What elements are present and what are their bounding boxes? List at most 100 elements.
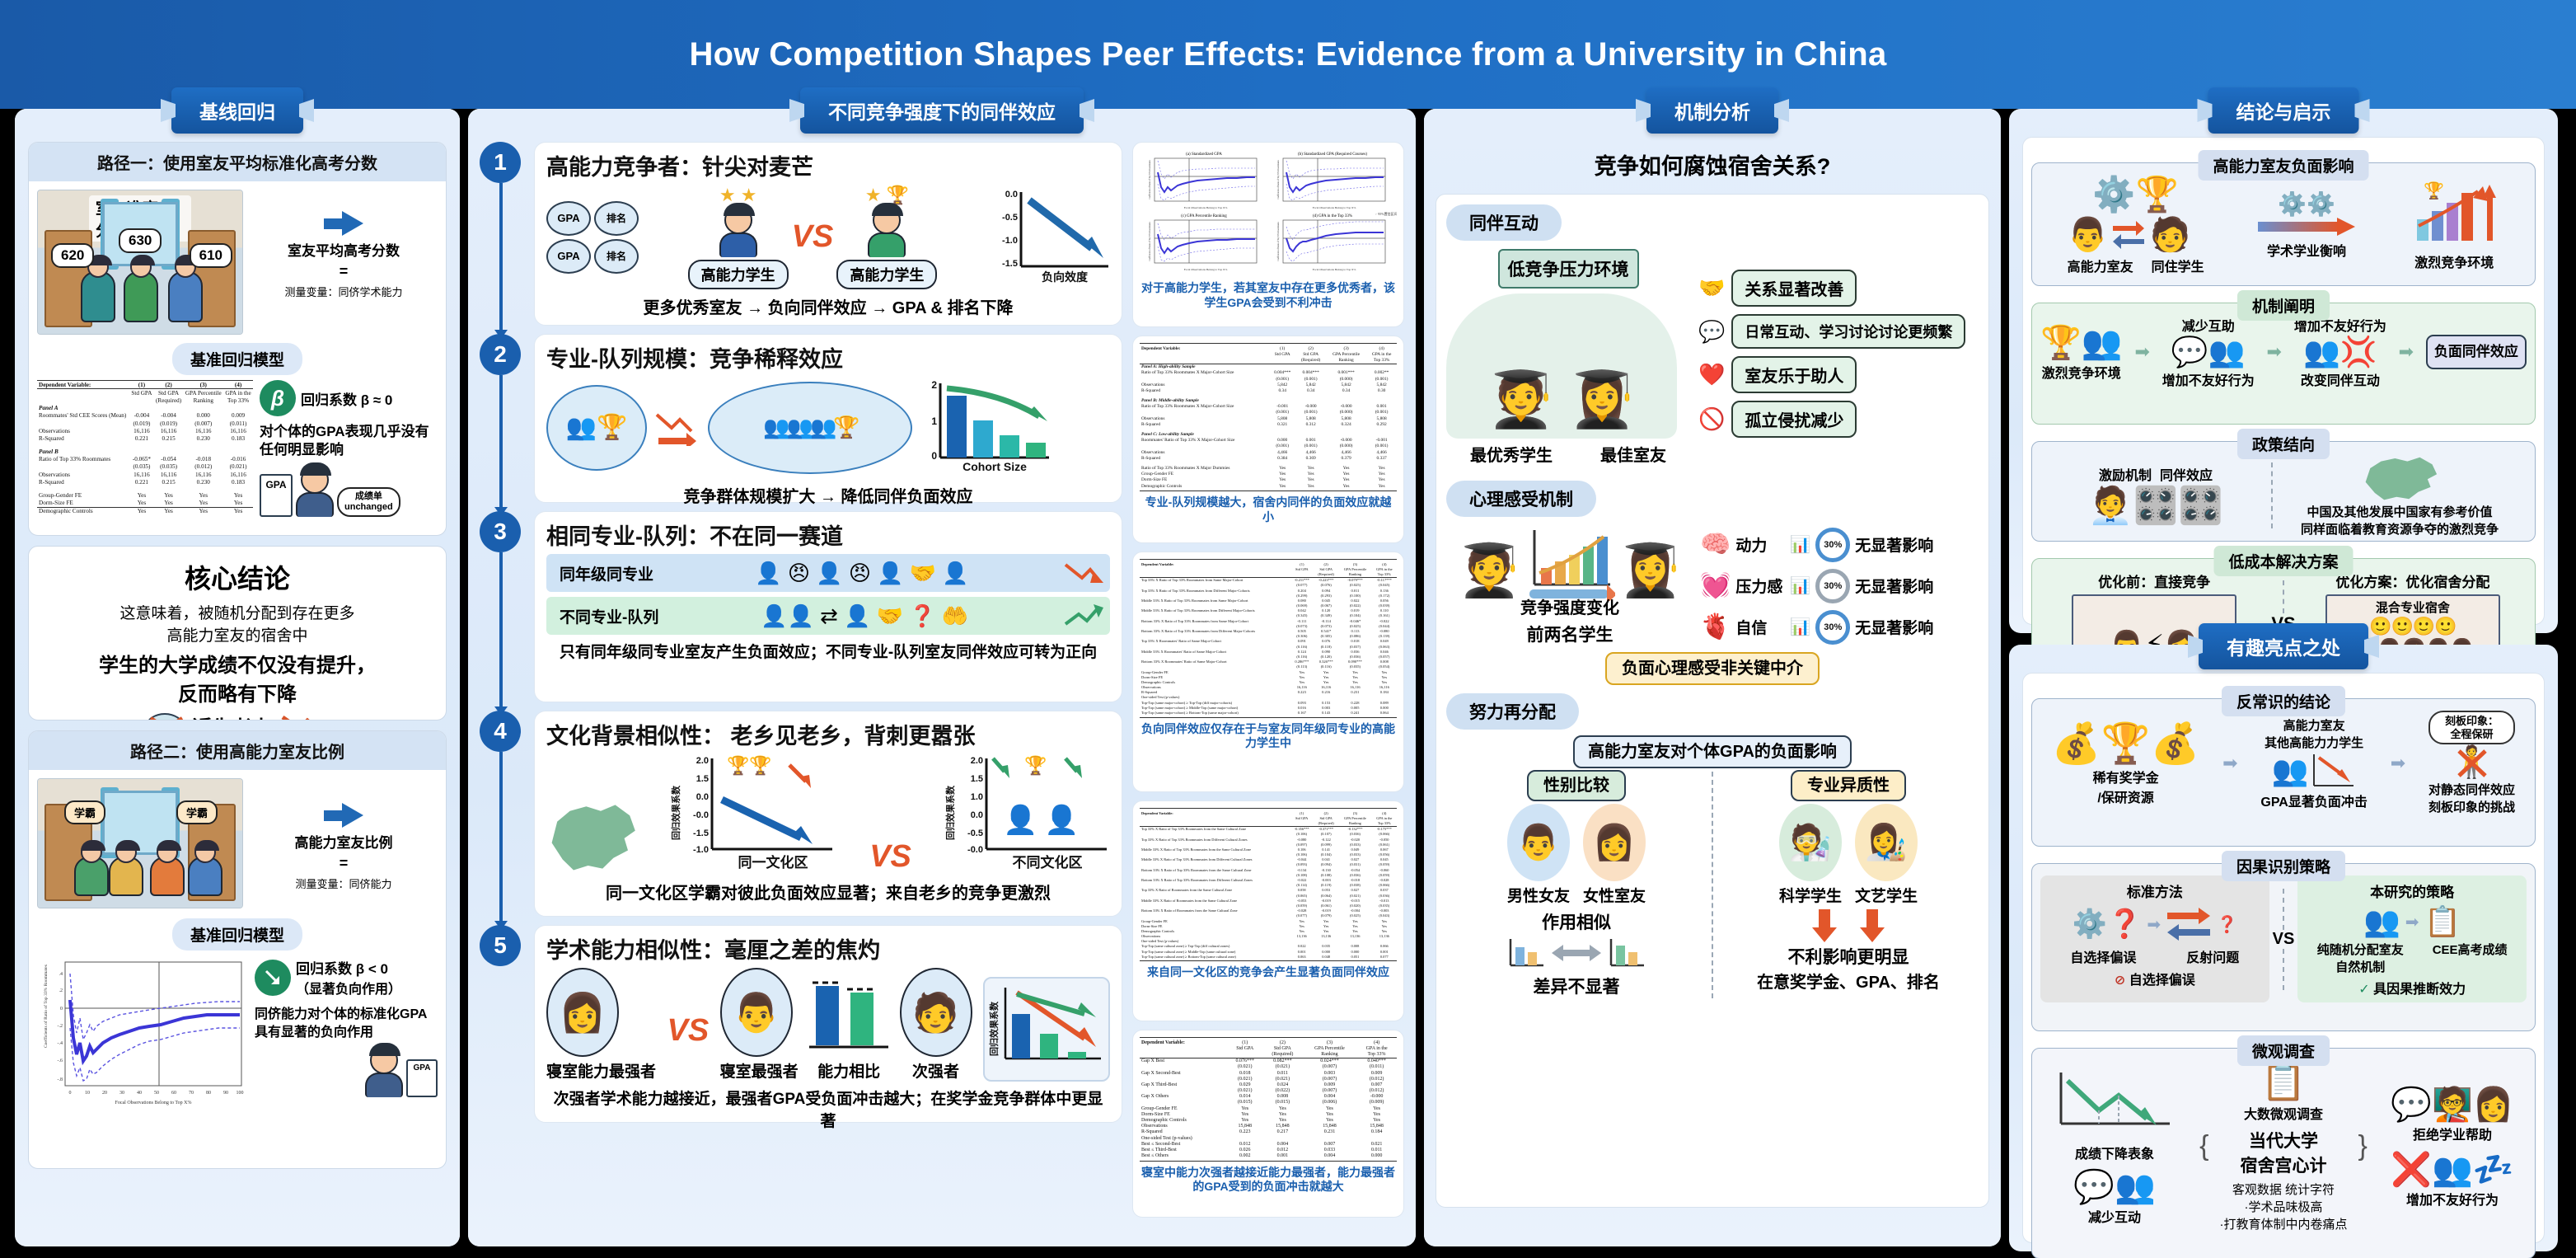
hb2-l2: 反射问题 — [2186, 951, 2240, 965]
table-row: Demographic Controls Yes Yes Yes Yes — [37, 507, 253, 515]
table-row: Best ≤ Others 0.002 0.001 0.004 0.000 — [1141, 1153, 1383, 1159]
sec3-L-mid: 作用相似 — [1542, 913, 1611, 932]
svg-text:Coefficients of Ratio of Top 3: Coefficients of Ratio of Top 33% Roommat… — [43, 965, 49, 1048]
table-row: (0.116) (0.118) (0.037) (0.063) — [1296, 644, 1390, 649]
svg-text:-.8: -.8 — [58, 1077, 63, 1082]
table-row: Ratio of Top 33% Roommates X Major-Cohor… — [1141, 404, 1387, 410]
row-4-chart-left: 回归效果系数 2.0 1.5 0.0 -0.0 -1.5 -1.0 🏆🏆 — [670, 753, 836, 875]
table-row: (0.015) (0.015) (0.006) (0.009) — [1238, 1100, 1384, 1105]
major-heterogeneity-branch: 专业异质性 🧑‍🔬 科学学生 👩‍🎨 文艺学生 — [1718, 770, 1979, 998]
row-4-chart-right: 回归效果系数 2.0 1.5 1.0 0.0 -0.5 -0.0 🏆 — [944, 753, 1110, 875]
figure-card-3: Dependent Variable: (1) (2) (3) (4) Std GP… — [1132, 552, 1404, 792]
psych-pct-3: 30% — [1815, 609, 1851, 645]
table-row: (0.116) (0.120) (0.036) (0.057) — [1296, 654, 1390, 659]
cc4-right-title: 优化方案：优化宿舍分配 — [2335, 575, 2490, 590]
table-row: Bottom 33% X Ratio of Top 33% Roommates … — [1141, 618, 1389, 623]
tab-peer-effects[interactable]: 不同竞争强度下的同伴效应 — [800, 87, 1084, 134]
branch-right-label: 专业异质性 — [1791, 770, 1906, 801]
table-row: Dorm-Size FE Yes Yes Yes Yes — [1141, 674, 1388, 679]
tab-mechanism[interactable]: 机制分析 — [1646, 87, 1778, 134]
svg-text:-1.5: -1.5 — [693, 828, 709, 838]
tab-baseline-regression[interactable]: 基线回归 — [171, 87, 303, 134]
two-way-arrow-icon — [2113, 220, 2145, 249]
table-row: Top-Top (same major-cohort) ≥ Middle-Top… — [1141, 705, 1389, 710]
sec1-outcome-3: 室友乐于助人 — [1731, 356, 1857, 393]
row-number-5: 5 — [480, 925, 521, 966]
gender-comparison-branch: 性别比较 👨 男性女友 👩 女性室友 作用相似 — [1446, 770, 1707, 998]
tab-highlights[interactable]: 有趣亮点之处 — [2199, 623, 2368, 669]
hb3-r2: 增加不友好行为 — [2405, 1193, 2499, 1208]
highlight-card-counterintuitive: 反常识的结论 💰🏆💰 稀有奖学金 /保研资源 ➡ 高能力室友 其他高能力力学生 — [2031, 686, 2536, 847]
large-group-icon: 👥👥👥🏆 — [708, 381, 912, 474]
cc1-mid: 学术学业衡响 — [2266, 245, 2346, 259]
female-avatar: 👩 — [1583, 804, 1646, 881]
sec2-persons: 前两名学生 — [1526, 626, 1614, 645]
hb2-lnote: ⊘ 自选择偏误 — [2114, 974, 2195, 988]
table-row: Middle 33% X Roommates' Ratio of Same Ma… — [1141, 649, 1389, 654]
table-row: R-Squared 0.321 0.312 0.324 0.292 — [1141, 421, 1387, 427]
table-row: (0.097) (0.099) (0.033) (0.061) — [1296, 842, 1390, 847]
student-avatar-2 — [365, 1043, 403, 1098]
sec3-L-foot: 差异不显著 — [1533, 978, 1620, 997]
down-trend-badge-icon — [255, 959, 291, 996]
tag-bubble-2: 学霸 — [176, 800, 218, 824]
table-row: Observations 15,848 15,848 15,848 15,848 — [1141, 1124, 1384, 1129]
beta-note: 对个体的GPA表现几乎没有任何明显影响 — [260, 424, 429, 458]
hb3-c3: 客观数据 统计字符 — [2232, 1183, 2335, 1197]
row5-label-2: 寝室最强者 — [719, 1063, 799, 1081]
beta-badge-icon: β — [260, 380, 296, 416]
figure-card-2: Dependent Variable: (1) (2) (3) (4) Std GP… — [1132, 336, 1404, 543]
row5-label-1: 寝室能力最强者 — [546, 1063, 657, 1081]
table-row: Top 33% X Ratio of Top 33% Roommates fro… — [1141, 588, 1389, 593]
hb3-c1: 大数微观调查 — [2243, 1108, 2323, 1122]
hb2-r1b: 自然机制 — [2335, 960, 2386, 974]
svg-text:1: 1 — [931, 415, 937, 427]
core-line-3: 学生的大学成绩不仅没有提升， — [99, 655, 376, 677]
table-row: Ratio of Top 33% Roommates X Major-Cohor… — [1141, 370, 1389, 376]
rank-icon-2: 排名 — [594, 238, 639, 274]
measure2-variable-2: 测量变量：同侪能力 — [295, 878, 392, 890]
table-row: Observations 16,116 16,116 16,116 16,116 — [39, 471, 246, 478]
table-row: Top-Top (same cultural zone) ≥ Top-Top (… — [1141, 944, 1389, 949]
hb3-c2b: 宿舍宫心计 — [2240, 1157, 2327, 1176]
hb1-mtop1: 高能力室友 — [2283, 718, 2345, 733]
sec3-top-statement: 高能力室友对个体GPA的负面影响 — [1573, 735, 1852, 768]
chat-icon: 💬 — [1698, 318, 1726, 344]
figure-2-caption: 专业-队列规模越大，宿舍内同伴的负面效应就越小 — [1145, 495, 1392, 523]
column1-panel: 基线回归 路径一：使用室友平均标准化高考分数 室友准高考分数 — [15, 87, 460, 1246]
fig1-legend: ⌐ 95%置信区间 — [1375, 211, 1397, 216]
table-row: Top 33% X Ratio of Top 33% Roommates fro… — [1141, 578, 1392, 583]
row-2-title: 专业-队列规模：竞争稀释效应 — [546, 347, 843, 372]
column2-panel: 不同竞争强度下的同伴效应 1 高能力竞争者：针尖对麦芒 — [468, 87, 1416, 1246]
policy-dials-icon: 🧑‍💼🎛️🎛️ — [2087, 486, 2224, 526]
row1-xlabel: 负向效度 — [1042, 270, 1089, 284]
right-bars-icon — [1609, 939, 1644, 967]
svg-text:90: 90 — [223, 1091, 228, 1096]
hb3-r1: 拒绝学业帮助 — [2412, 1128, 2492, 1143]
table-row: (0.306) (0.305) (0.086) (0.139) — [1296, 634, 1390, 639]
svg-text:-1.0: -1.0 — [693, 845, 709, 855]
svg-text:1.0: 1.0 — [971, 792, 983, 802]
table-row: (0.299) (0.293) (0.100) (0.172) — [1296, 593, 1390, 598]
table-row: Observations 4,466 4,466 4,466 4,466 — [1141, 449, 1387, 455]
svg-text:Focal Observations Belong to T: Focal Observations Belong to Top X% — [1313, 206, 1356, 209]
highlight-card-identification: 因果识别策略 标准方法 ⚙️❓ ➡ ❓ — [2031, 851, 2536, 1031]
table-row: (0.114) (0.119) (0.038) (0.066) — [1296, 883, 1390, 888]
table-row: (0.001) (0.001) (0.000) (0.001) — [1276, 410, 1389, 415]
svg-text:70: 70 — [189, 1091, 194, 1096]
tab-conclusions[interactable]: 结论与启示 — [2208, 87, 2359, 134]
row-4-footnote: 同一文化区学霸对彼此负面效应显著；来自老乡的竞争更激烈 — [606, 885, 1051, 903]
baseline-model-chip-1: 基准回归模型 — [171, 343, 302, 375]
column-peer-effects: 不同竞争强度下的同伴效应 1 高能力竞争者：针尖对麦芒 — [468, 87, 1416, 1246]
path-one-heading: 路径一：使用室友平均标准化高考分数 — [29, 143, 446, 181]
figure-5-table-body: Gap X Best 0.076*** 0.082*** 0.024*** 0.040*… — [1140, 1058, 1397, 1159]
column-mechanism: 机制分析 竞争如何腐蚀宿舍关系? 同伴互动 低竞争压力环境 🧑‍🎓 👩‍🎓 — [1424, 87, 2001, 1246]
hb2-vs: VS — [2272, 929, 2295, 948]
svg-text:100: 100 — [237, 1091, 244, 1096]
numbered-row-4: 4 文化背景相似性： 老乡见老乡，背刺更嚣张 回归效果系数 — [480, 711, 1122, 930]
core-line-4: 反而略有下降 — [178, 683, 297, 706]
card-path-one: 路径一：使用室友平均标准化高考分数 室友准高考分数 — [28, 142, 447, 536]
hb1-mtop2: 其他高能力力学生 — [2265, 735, 2364, 750]
svg-text:0: 0 — [931, 450, 937, 462]
dorm-illustration-path-two: 学霸 学霸 — [37, 778, 243, 908]
